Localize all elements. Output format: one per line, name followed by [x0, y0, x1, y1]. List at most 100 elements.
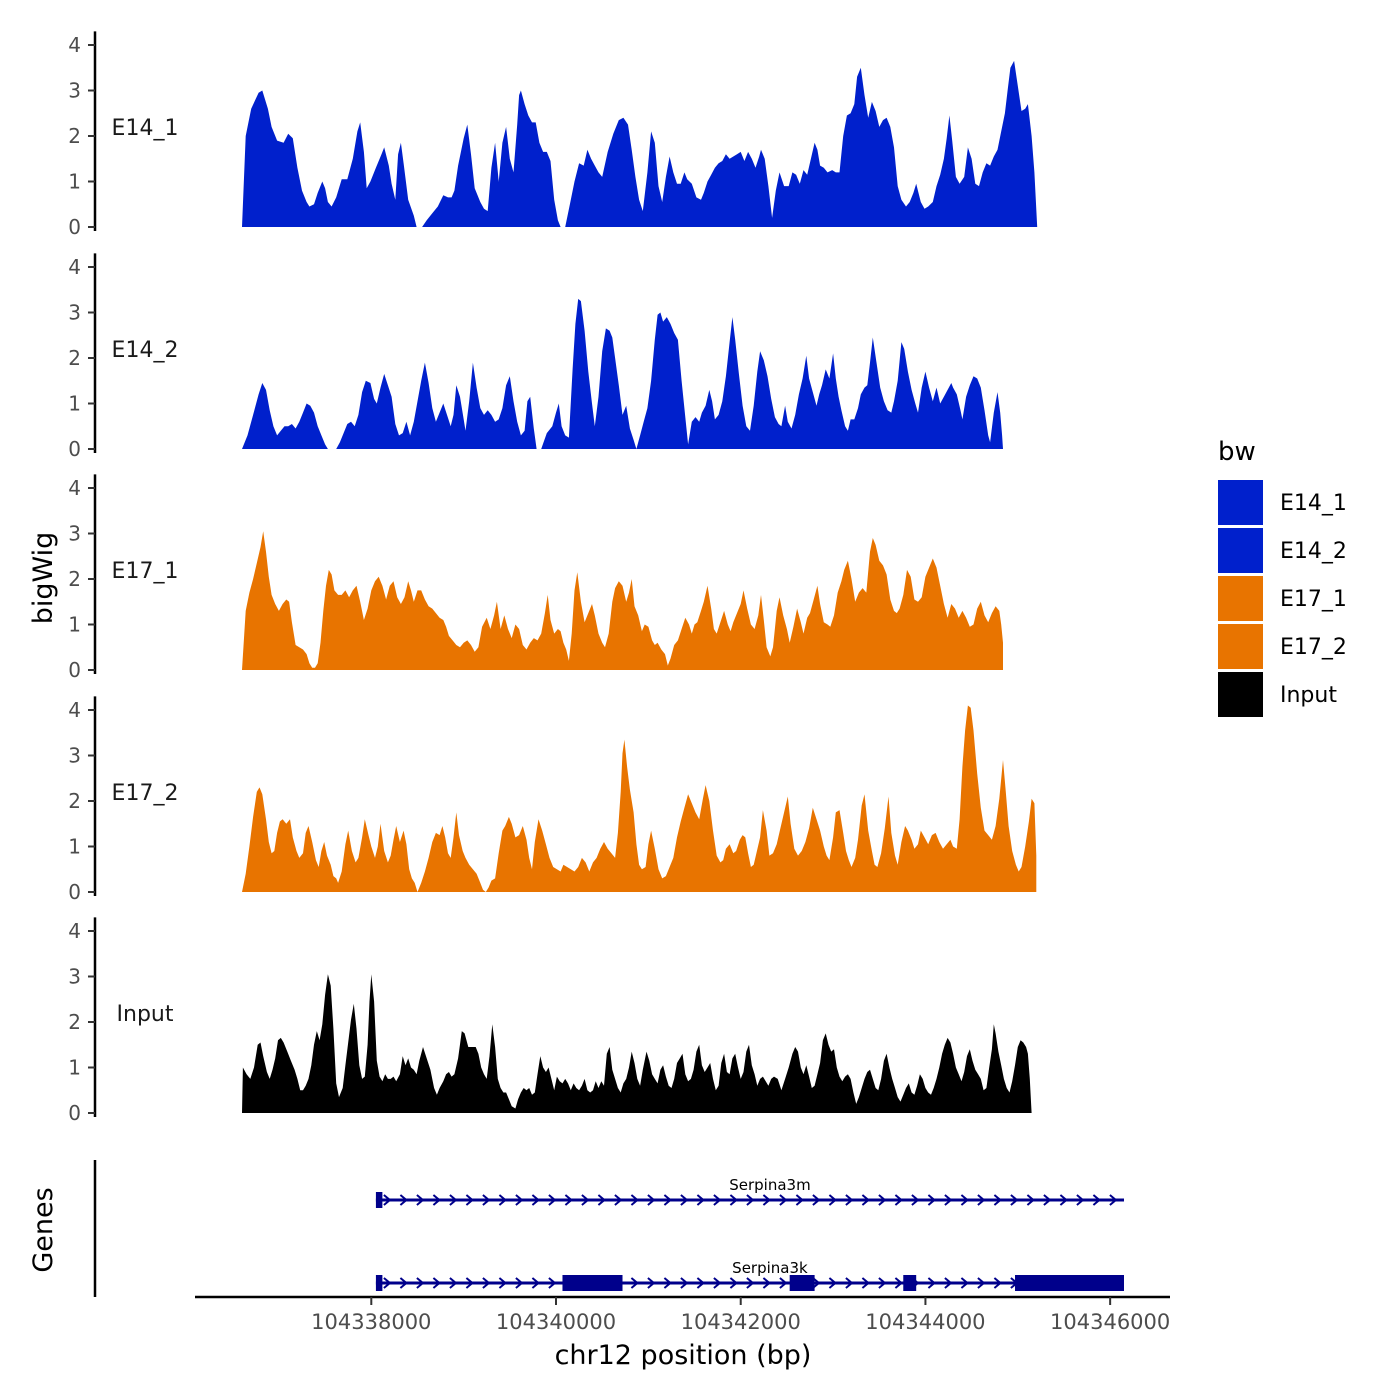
strand-arrow-Serpina3k	[515, 1277, 524, 1289]
strand-arrow-Serpina3m	[399, 1194, 408, 1206]
strand-arrow-Serpina3m	[828, 1194, 837, 1206]
strand-arrow-Serpina3k	[449, 1277, 458, 1289]
y-tick-label-E14_1-3: 3	[68, 79, 81, 103]
y-tick-label-E17_2-2: 2	[68, 789, 81, 813]
strand-arrow-Serpina3m	[795, 1194, 804, 1206]
strand-arrow-Serpina3m	[779, 1194, 788, 1206]
y-tick-label-E14_1-0: 0	[68, 215, 81, 239]
strand-arrow-Serpina3k	[861, 1277, 870, 1289]
y-axis-title: bigWig	[28, 532, 59, 625]
y-tick-label-E14_1-1: 1	[68, 170, 81, 194]
strand-arrow-Serpina3k	[894, 1277, 903, 1289]
strand-arrow-Serpina3k	[960, 1277, 969, 1289]
strand-arrow-Serpina3m	[1043, 1194, 1052, 1206]
strand-arrow-Serpina3m	[960, 1194, 969, 1206]
legend-key-E17_2	[1218, 624, 1263, 669]
x-tick-label-104344000: 104344000	[865, 1310, 985, 1334]
strand-arrow-Serpina3m	[581, 1194, 590, 1206]
strand-arrow-Serpina3m	[1092, 1194, 1101, 1206]
strand-arrow-Serpina3m	[696, 1194, 705, 1206]
strand-arrow-Serpina3m	[597, 1194, 606, 1206]
exon-Serpina3k-0	[375, 1275, 383, 1291]
strand-arrow-Serpina3k	[630, 1277, 639, 1289]
strand-arrow-Serpina3m	[861, 1194, 870, 1206]
y-tick-label-E17_1-0: 0	[68, 658, 81, 682]
strand-arrow-Serpina3m	[498, 1194, 507, 1206]
strand-arrow-Serpina3m	[894, 1194, 903, 1206]
strand-arrow-Serpina3k	[680, 1277, 689, 1289]
strand-arrow-Serpina3m	[1026, 1194, 1035, 1206]
strand-arrow-Serpina3k	[647, 1277, 656, 1289]
strand-arrow-Serpina3k	[713, 1277, 722, 1289]
track-label-E17_1: E17_1	[112, 559, 179, 584]
x-axis-title: chr12 position (bp)	[555, 1340, 812, 1371]
legend-label-E14_1: E14_1	[1280, 491, 1347, 516]
legend-key-E14_1	[1218, 480, 1263, 525]
strand-arrow-Serpina3m	[416, 1194, 425, 1206]
y-tick-label-E14_1-2: 2	[68, 124, 81, 148]
genes-axis-title: Genes	[28, 1187, 59, 1272]
strand-arrow-Serpina3k	[383, 1277, 392, 1289]
strand-arrow-Serpina3m	[663, 1194, 672, 1206]
legend-label-E17_2: E17_2	[1280, 635, 1347, 660]
y-tick-label-E17_1-3: 3	[68, 522, 81, 546]
strand-arrow-Serpina3m	[465, 1194, 474, 1206]
strand-arrow-Serpina3k	[779, 1277, 788, 1289]
track-label-E14_1: E14_1	[112, 116, 179, 141]
exon-Serpina3m-0	[375, 1192, 383, 1208]
strand-arrow-Serpina3k	[531, 1277, 540, 1289]
y-tick-label-E14_1-4: 4	[68, 33, 81, 57]
strand-arrow-Serpina3k	[696, 1277, 705, 1289]
y-tick-label-E17_2-0: 0	[68, 880, 81, 904]
strand-arrow-Serpina3k	[465, 1277, 474, 1289]
track-E14_2: 0 1 2 3 4 E14_2	[68, 253, 1003, 461]
y-tick-label-E14_2-2: 2	[68, 346, 81, 370]
strand-arrow-Serpina3k	[977, 1277, 986, 1289]
legend-label-E17_1: E17_1	[1280, 587, 1347, 612]
strand-arrow-Serpina3m	[647, 1194, 656, 1206]
strand-arrow-Serpina3k	[746, 1277, 755, 1289]
strand-arrow-Serpina3k	[878, 1277, 887, 1289]
strand-arrow-Serpina3m	[812, 1194, 821, 1206]
legend-label-Input: Input	[1280, 683, 1337, 708]
gene-label-Serpina3m: Serpina3m	[729, 1176, 810, 1194]
y-tick-label-E17_2-4: 4	[68, 698, 81, 722]
strand-arrow-Serpina3k	[432, 1277, 441, 1289]
exon-Serpina3k-2	[789, 1275, 815, 1291]
area-E14_1	[242, 60, 1039, 228]
legend-title: bw	[1218, 437, 1256, 467]
y-tick-label-E17_2-1: 1	[68, 835, 81, 859]
gene-label-Serpina3k: Serpina3k	[732, 1259, 808, 1277]
gene-Serpina3k: Serpina3k	[375, 1259, 1124, 1291]
strand-arrow-Serpina3k	[828, 1277, 837, 1289]
track-Input: 0 1 2 3 4 Input	[68, 917, 1032, 1125]
strand-arrow-Serpina3m	[564, 1194, 573, 1206]
strand-arrow-Serpina3k	[729, 1277, 738, 1289]
exon-Serpina3k-4	[1015, 1275, 1124, 1291]
area-E14_2	[242, 298, 1003, 449]
strand-arrow-Serpina3m	[614, 1194, 623, 1206]
strand-arrow-Serpina3k	[482, 1277, 491, 1289]
strand-arrow-Serpina3k	[399, 1277, 408, 1289]
strand-arrow-Serpina3m	[762, 1194, 771, 1206]
strand-arrow-Serpina3m	[944, 1194, 953, 1206]
strand-arrow-Serpina3k	[993, 1277, 1002, 1289]
x-axis: 104338000 104340000 104342000 104344000 1043…	[195, 1295, 1170, 1334]
strand-arrow-Serpina3k	[663, 1277, 672, 1289]
tracks-layer: 0 1 2 3 4 E14_1 0 1 2 3 4 E14_2 0 1 2 3 4 E17_1 0 1 2 3 4 E17_2…	[68, 31, 1039, 1125]
strand-arrow-Serpina3m	[449, 1194, 458, 1206]
strand-arrow-Serpina3m	[993, 1194, 1002, 1206]
strand-arrow-Serpina3m	[432, 1194, 441, 1206]
track-E17_2: 0 1 2 3 4 E17_2	[68, 696, 1037, 904]
track-E14_1: 0 1 2 3 4 E14_1	[68, 31, 1039, 239]
strand-arrow-Serpina3m	[515, 1194, 524, 1206]
area-E17_1	[242, 531, 1003, 670]
gene-Serpina3m: Serpina3m	[375, 1176, 1124, 1208]
strand-arrow-Serpina3m	[1059, 1194, 1068, 1206]
y-tick-label-E14_2-4: 4	[68, 255, 81, 279]
legend-key-E17_1	[1218, 576, 1263, 621]
genes-layer: Serpina3m Serpina3k	[93, 1160, 1124, 1297]
y-tick-label-E17_1-2: 2	[68, 567, 81, 591]
y-tick-label-E17_1-1: 1	[68, 613, 81, 637]
